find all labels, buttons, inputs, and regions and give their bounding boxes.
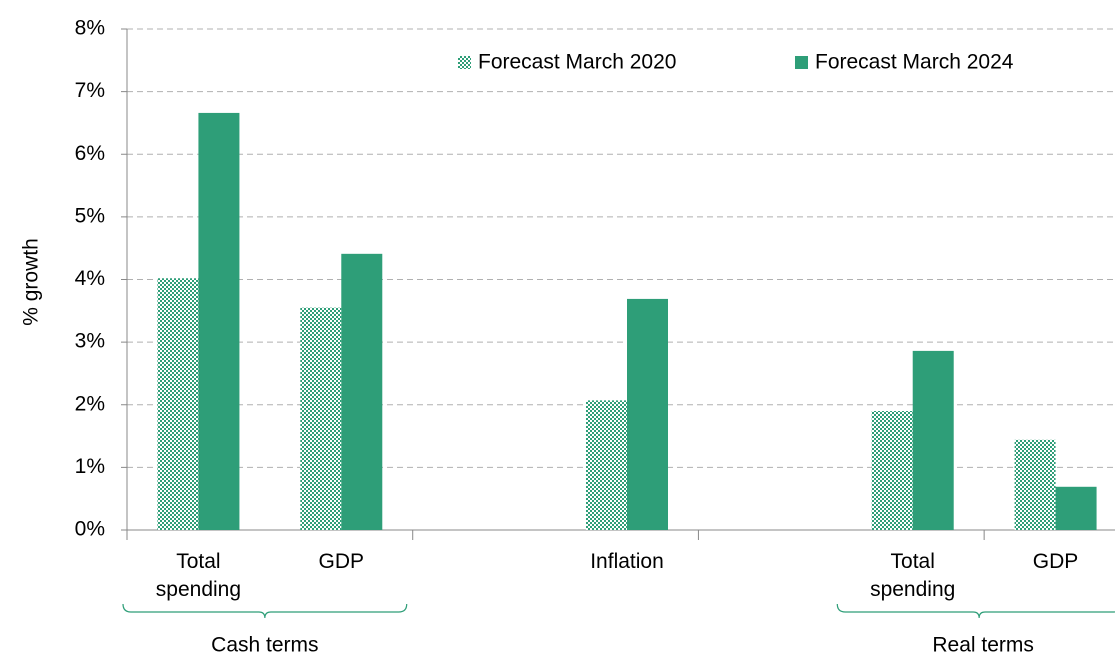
y-tick-label: 1% [75, 455, 105, 478]
bar [912, 350, 954, 530]
group-label: Real terms [932, 634, 1034, 657]
bar [157, 278, 199, 530]
y-tick-label: 4% [75, 267, 105, 290]
x-tick-label: Inflation [590, 550, 664, 573]
legend-label: Forecast March 2020 [478, 51, 676, 74]
y-tick-label: 6% [75, 142, 105, 165]
bar [300, 307, 342, 530]
legend-label: Forecast March 2024 [815, 51, 1014, 74]
bar [586, 400, 627, 530]
y-axis-label: % growth [20, 238, 43, 326]
legend-swatch [458, 56, 471, 69]
group-bracket [836, 603, 1115, 619]
group-label: Cash terms [211, 634, 318, 657]
group-bracket [122, 603, 408, 619]
x-tick-label: GDP [318, 550, 365, 573]
y-tick-label: 7% [75, 79, 105, 102]
y-tick-label: 0% [75, 518, 105, 541]
y-tick-label: 8% [75, 17, 105, 40]
x-tick-label: Total spending [155, 550, 242, 601]
legend-swatch [795, 56, 808, 69]
bar [1055, 486, 1097, 530]
y-tick-label: 2% [75, 392, 105, 415]
bar [1014, 439, 1056, 530]
x-tick-label: Total spending [870, 550, 956, 601]
bar [341, 253, 383, 531]
y-tick-label: 5% [75, 204, 105, 227]
bar [871, 411, 913, 530]
y-tick-label: 3% [75, 330, 105, 353]
bar [627, 298, 668, 530]
bar [198, 112, 240, 530]
x-tick-label: GDP [1032, 550, 1079, 573]
